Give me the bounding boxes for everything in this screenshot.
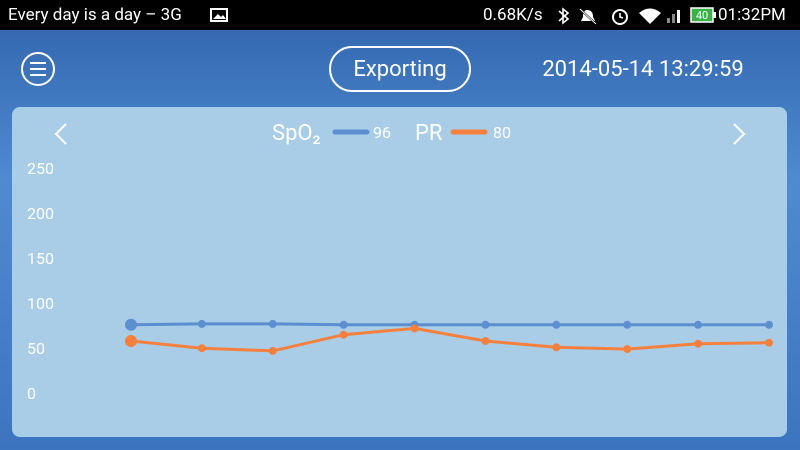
status-bar: Every day is a day – 3G 0.68K/s 40 01:32… — [0, 0, 800, 30]
data-point — [197, 344, 206, 353]
y-tick-label: 150 — [27, 249, 54, 268]
data-point — [268, 319, 277, 328]
y-tick-label: 100 — [27, 294, 54, 313]
data-point — [765, 338, 773, 347]
y-tick-label: 250 — [27, 159, 54, 178]
net-speed: 0.68K/s — [483, 5, 543, 25]
data-point — [125, 318, 137, 331]
data-point — [694, 339, 703, 348]
carrier: Every day is a day – 3G — [8, 5, 182, 25]
chart-card — [12, 107, 787, 437]
data-point — [623, 345, 632, 354]
data-point — [197, 319, 206, 328]
data-point — [125, 335, 137, 347]
clock: 01:32PM — [718, 5, 786, 25]
series-line — [130, 326, 770, 353]
data-point — [552, 320, 561, 329]
battery-icon: 40 — [690, 7, 716, 23]
y-tick-label: 0 — [27, 384, 36, 403]
data-point — [552, 343, 561, 352]
legend-value: 96 — [373, 123, 391, 142]
data-point — [481, 320, 490, 329]
next-arrow[interactable] — [733, 123, 746, 145]
legend-label: SpO₂ — [272, 121, 321, 146]
menu-button[interactable] — [21, 52, 55, 86]
chart: 0 50 100 150 200 250 SpO₂ 96 PR 80 — [27, 121, 773, 403]
y-tick-label: 200 — [27, 204, 54, 223]
legend-label: PR — [415, 121, 443, 146]
data-point — [765, 320, 773, 329]
data-point — [481, 337, 490, 345]
data-point — [623, 320, 632, 329]
prev-arrow[interactable] — [54, 123, 67, 145]
y-tick-label: 50 — [27, 339, 45, 358]
data-point — [410, 324, 419, 333]
series-line — [130, 322, 769, 327]
datetime: 2014-05-14 13:29:59 — [542, 57, 743, 82]
export-label[interactable]: Exporting — [353, 57, 446, 82]
status-icons — [558, 7, 680, 25]
legend-value: 80 — [493, 123, 511, 142]
data-point — [339, 330, 348, 339]
battery-level: 40 — [696, 9, 708, 22]
data-point — [268, 346, 277, 355]
image-icon — [210, 8, 228, 22]
data-point — [339, 320, 348, 329]
export-button[interactable] — [329, 46, 471, 92]
data-point — [694, 320, 703, 329]
